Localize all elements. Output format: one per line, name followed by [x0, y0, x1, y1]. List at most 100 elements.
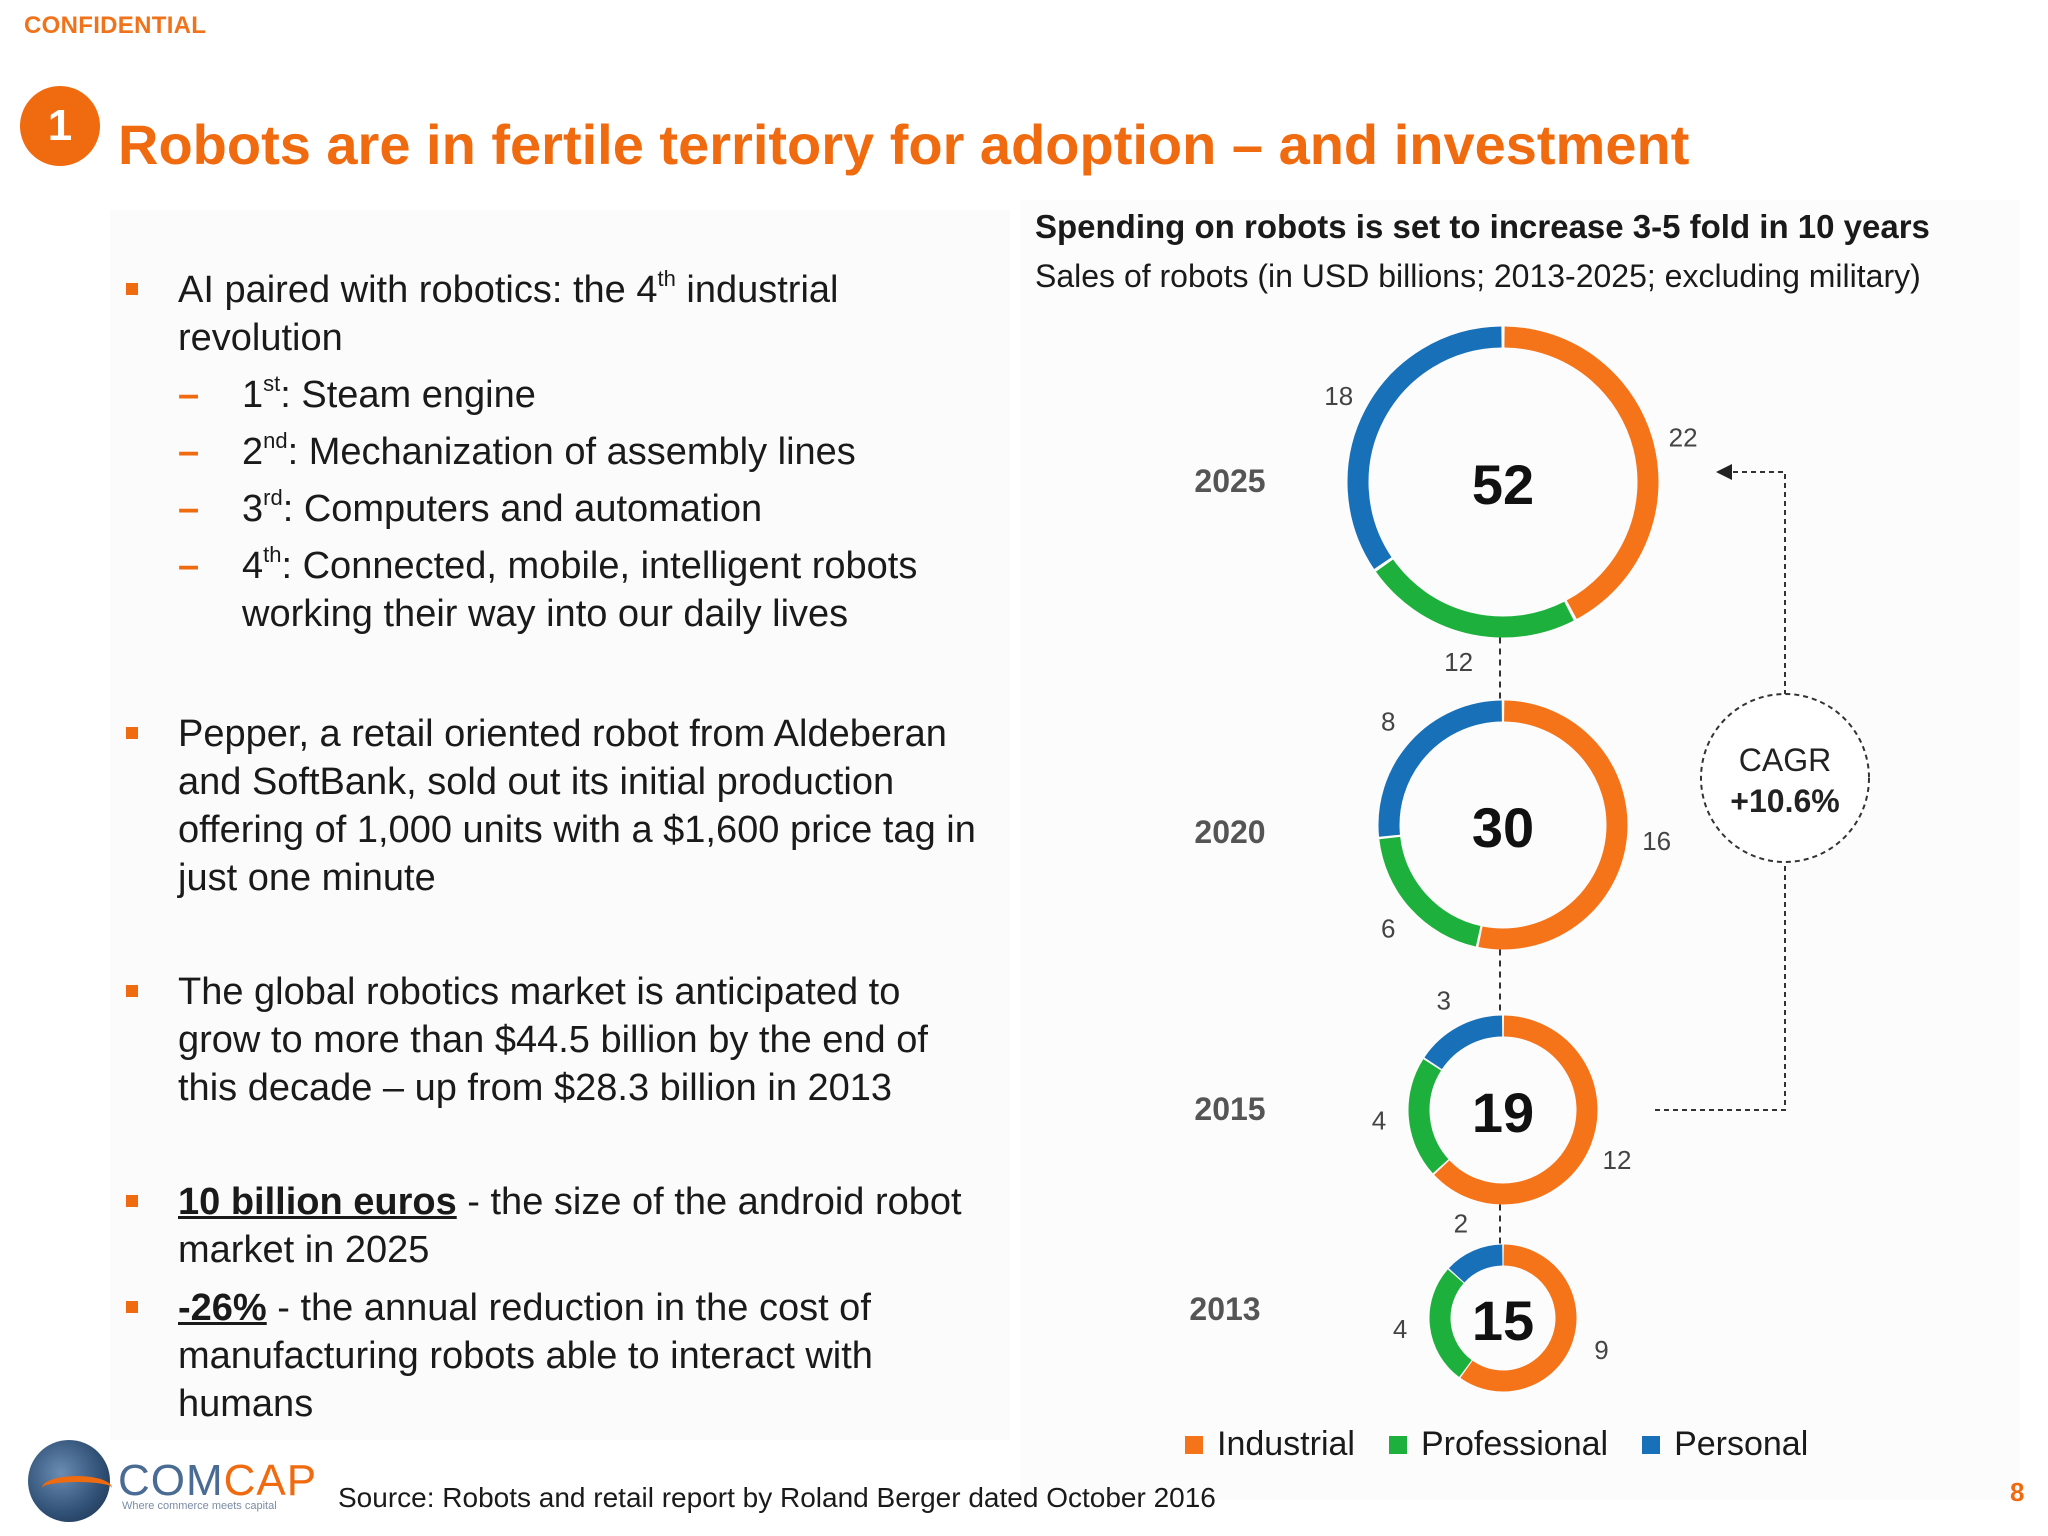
cagr-circle — [1700, 693, 1870, 863]
sub-item-third: –3rd: Computers and automation — [178, 485, 998, 533]
chart-title: Spending on robots is set to increase 3-… — [1035, 208, 1930, 245]
legend-swatch-professional — [1388, 1435, 1407, 1454]
year-label: 2020 — [1194, 814, 1265, 850]
page-number: 8 — [2010, 1477, 2025, 1507]
ordinal-number: 2 — [242, 431, 264, 473]
company-logo: COMCAP — [118, 1456, 317, 1506]
bullet-industrial-revolution: AI paired with robotics: the 4th industr… — [118, 266, 998, 638]
page-title: Robots are in fertile territory for adop… — [118, 113, 1690, 176]
bullet-market-size: The global robotics market is anticipate… — [118, 968, 988, 1112]
legend-swatch-personal — [1642, 1435, 1661, 1454]
donut-total-label: 15 — [1472, 1289, 1534, 1352]
bullet-marker — [126, 1301, 138, 1313]
donut-segment-personal-2015 — [1424, 1015, 1503, 1070]
cagr-bracket-upper — [1730, 471, 1786, 695]
legend-label: Personal — [1674, 1425, 1809, 1463]
segment-value-label: 16 — [1642, 826, 1671, 856]
bullet-marker — [126, 1195, 138, 1207]
segment-value-label: 18 — [1324, 381, 1353, 411]
donut-segment-professional-2025 — [1375, 559, 1574, 638]
donut-segment-industrial-2025 — [1504, 326, 1659, 619]
donut-segment-industrial-2020 — [1478, 700, 1628, 950]
sub-item-text: : Connected, mobile, intelligent robots … — [242, 545, 918, 635]
donut-total-label: 19 — [1472, 1081, 1534, 1144]
donut-segment-industrial-2015 — [1434, 1015, 1598, 1205]
segment-value-label: 9 — [1594, 1335, 1608, 1365]
donut-segment-personal-2025 — [1347, 326, 1502, 569]
cagr-label: CAGR — [1739, 742, 1831, 778]
ordinal-number: 1 — [242, 374, 264, 416]
bullet-text: AI paired with robotics: the 4 — [178, 269, 658, 311]
legend-item-personal: Personal — [1642, 1425, 1808, 1464]
segment-value-label: 22 — [1669, 423, 1698, 453]
chart-legend: Industrial Professional Personal — [1185, 1425, 1808, 1464]
legend-item-professional: Professional — [1388, 1425, 1609, 1464]
donut-segment-personal-2020 — [1378, 700, 1503, 837]
year-label: 2013 — [1189, 1291, 1260, 1327]
segment-value-label: 12 — [1444, 647, 1473, 677]
bullet-panel: AI paired with robotics: the 4th industr… — [110, 210, 1010, 1440]
logo-swoosh — [42, 1476, 112, 1500]
year-label: 2015 — [1194, 1091, 1265, 1127]
donut-segment-professional-2013 — [1429, 1269, 1473, 1378]
legend-label: Professional — [1420, 1425, 1609, 1463]
legend-label: Industrial — [1217, 1425, 1355, 1463]
superscript: st — [263, 371, 281, 396]
bullet-marker — [126, 283, 138, 295]
dash-marker: – — [178, 431, 200, 473]
donut-segment-personal-2013 — [1448, 1244, 1503, 1283]
sub-item-second: –2nd: Mechanization of assembly lines — [178, 428, 998, 476]
bullet-cost-reduction: -26% - the annual reduction in the cost … — [118, 1284, 918, 1428]
donut-total-label: 30 — [1472, 796, 1534, 859]
bullet-marker — [126, 985, 138, 997]
segment-value-label: 6 — [1381, 913, 1395, 943]
segment-value-label: 12 — [1603, 1145, 1632, 1175]
confidential-label: CONFIDENTIAL — [24, 12, 207, 39]
segment-value-label: 8 — [1381, 707, 1395, 737]
arrow-head-icon — [1716, 464, 1732, 480]
bullet-text: The global robotics market is anticipate… — [178, 971, 928, 1109]
donut-segment-professional-2015 — [1408, 1059, 1449, 1174]
logo-cap: CAP — [223, 1456, 318, 1505]
bullet-text: - the size of the android robot market i… — [178, 1181, 962, 1271]
dash-marker: – — [178, 488, 200, 530]
logo-com: COM — [118, 1456, 224, 1505]
source-note: Source: Robots and retail report by Rola… — [338, 1482, 1216, 1513]
donut-total-label: 52 — [1472, 453, 1534, 516]
superscript: th — [657, 266, 676, 291]
superscript: rd — [263, 485, 283, 510]
superscript: nd — [263, 428, 288, 453]
segment-value-label: 4 — [1372, 1105, 1386, 1135]
bullet-marker — [126, 727, 138, 739]
legend-item-industrial: Industrial — [1185, 1425, 1355, 1464]
dash-marker: – — [178, 545, 200, 587]
sub-item-text: : Steam engine — [280, 374, 536, 416]
donut-segment-professional-2020 — [1379, 836, 1481, 947]
sub-item-fourth: –4th: Connected, mobile, intelligent rob… — [178, 542, 982, 638]
donut-segment-industrial-2013 — [1460, 1244, 1577, 1392]
dash-marker: – — [178, 374, 200, 416]
segment-value-label: 2 — [1454, 1208, 1468, 1238]
highlight-figure: -26% — [178, 1287, 267, 1329]
section-number-badge: 1 — [20, 86, 100, 166]
superscript: th — [263, 542, 282, 567]
bullet-android-market: 10 billion euros - the size of the andro… — [118, 1178, 1018, 1274]
ordinal-number: 3 — [242, 488, 264, 530]
highlight-figure: 10 billion euros — [178, 1181, 457, 1223]
ordinal-number: 4 — [242, 545, 264, 587]
segment-value-label: 4 — [1393, 1314, 1407, 1344]
bullet-text: industrial revolution — [178, 269, 839, 359]
year-label: 2025 — [1194, 463, 1265, 499]
bullet-pepper: Pepper, a retail oriented robot from Ald… — [118, 710, 1018, 902]
segment-value-label: 3 — [1437, 986, 1451, 1016]
bullet-text: Pepper, a retail oriented robot from Ald… — [178, 713, 976, 899]
legend-swatch-industrial — [1185, 1435, 1203, 1454]
chart-subtitle: Sales of robots (in USD billions; 2013-2… — [1035, 258, 1921, 294]
sub-item-text: : Computers and automation — [282, 488, 763, 530]
cagr-bracket-lower — [1655, 862, 1786, 1111]
sub-item-first: –1st: Steam engine — [178, 371, 998, 419]
chart-background — [1020, 200, 2020, 1500]
cagr-value: +10.6% — [1730, 783, 1839, 819]
bullet-text: - the annual reduction in the cost of ma… — [178, 1287, 873, 1425]
